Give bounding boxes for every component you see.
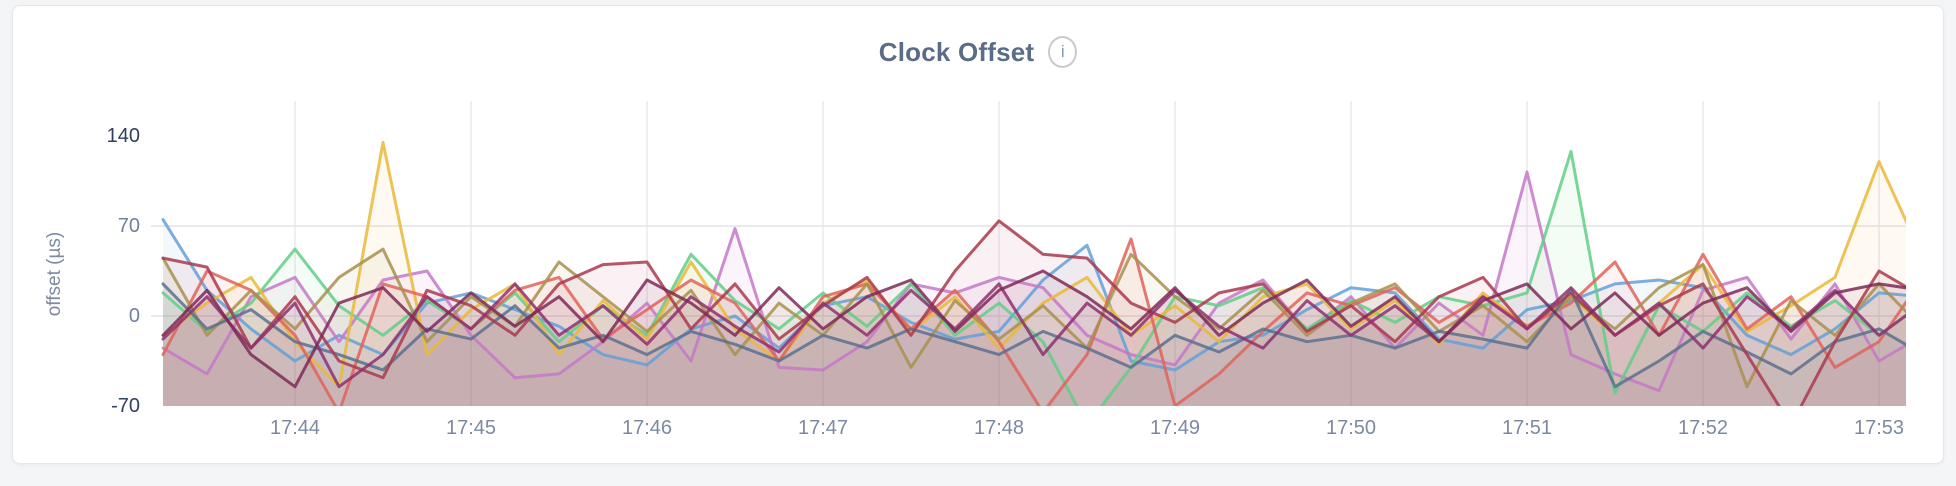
clock-offset-chart[interactable]: offset (µs) 140 70 0 -70 17:44 17:45 17:46 17:4… xyxy=(13,6,1943,463)
area-series-red xyxy=(163,238,1906,406)
x-tick-17-51: 17:51 xyxy=(1501,417,1553,439)
y-tick-70: 70 xyxy=(117,215,140,237)
x-tick-17-49: 17:49 xyxy=(1149,417,1201,439)
area-series-slate xyxy=(163,283,1906,406)
line-series-wine xyxy=(161,282,1906,389)
y-tick-0: 0 xyxy=(128,305,140,327)
x-tick-17-44: 17:44 xyxy=(269,417,321,439)
x-tick-17-47: 17:47 xyxy=(797,417,849,439)
x-tick-17-52: 17:52 xyxy=(1677,417,1729,439)
x-tick-17-48: 17:48 xyxy=(973,417,1025,439)
area-series-gold xyxy=(163,142,1906,406)
chart-header: Clock Offset i xyxy=(13,36,1943,68)
x-tick-17-45: 17:45 xyxy=(445,417,497,439)
x-tick-17-50: 17:50 xyxy=(1325,417,1377,439)
x-tick-17-53: 17:53 xyxy=(1853,417,1905,439)
line-series-khaki xyxy=(161,247,1906,389)
clock-offset-card: Clock Offset i offset (µs) 140 70 0 -70 17:4… xyxy=(12,5,1944,464)
info-icon[interactable]: i xyxy=(1048,36,1078,68)
area-series-green xyxy=(163,151,1906,406)
y-tick--70: -70 xyxy=(111,395,140,417)
line-series-plum xyxy=(161,269,1906,389)
line-series-slate xyxy=(161,282,1906,389)
chart-svg xyxy=(151,101,1906,406)
line-series-blue xyxy=(161,218,1906,372)
y-tick-140: 140 xyxy=(106,125,140,147)
chart-title: Clock Offset xyxy=(878,36,1035,67)
x-tick-17-46: 17:46 xyxy=(621,417,673,439)
area-series-khaki xyxy=(163,249,1906,406)
